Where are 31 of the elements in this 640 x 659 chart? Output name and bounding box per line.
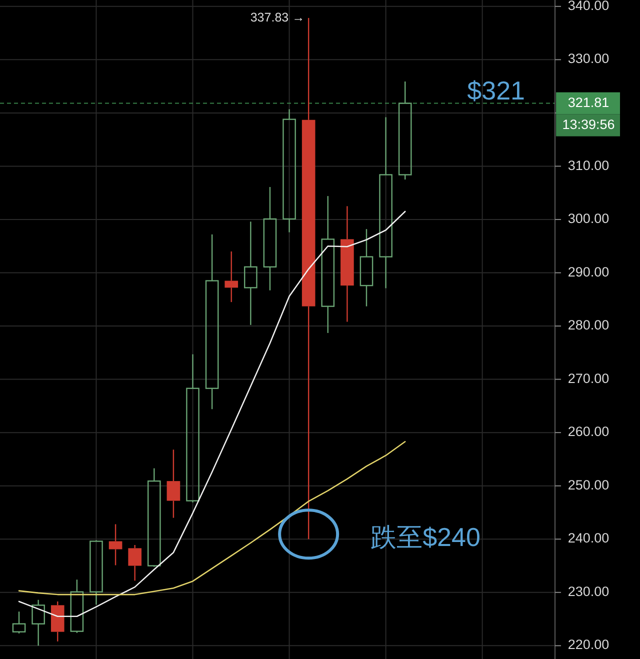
annotation: 跌至$240 bbox=[370, 522, 480, 552]
candlestick bbox=[321, 195, 335, 334]
candlestick bbox=[360, 228, 374, 307]
y-tick-label: 270.00 bbox=[568, 370, 610, 386]
candlestick bbox=[224, 250, 238, 303]
y-tick-label: 240.00 bbox=[568, 530, 610, 546]
candlestick bbox=[108, 524, 122, 566]
candlestick bbox=[244, 221, 258, 326]
y-tick-label: 340.00 bbox=[568, 0, 610, 13]
y-tick-label: 330.00 bbox=[568, 51, 610, 66]
y-tick-label: 230.00 bbox=[568, 584, 610, 599]
y-tick-label: 280.00 bbox=[568, 318, 610, 333]
candlestick bbox=[379, 116, 392, 289]
y-tick-label: 310.00 bbox=[568, 158, 610, 173]
y-tick-label: 290.00 bbox=[568, 264, 610, 280]
y-tick-label: 260.00 bbox=[568, 424, 610, 440]
annotation: 337.83 → bbox=[250, 10, 305, 24]
candlestick bbox=[166, 449, 180, 518]
text: 13:39:56 bbox=[562, 116, 615, 132]
candlestick bbox=[32, 599, 45, 646]
candlestick bbox=[263, 186, 277, 291]
ref-line-label: 321.81 bbox=[568, 94, 610, 110]
candlestick bbox=[340, 206, 354, 322]
candlestick bbox=[128, 544, 142, 582]
candlestick bbox=[302, 17, 316, 540]
candlestick bbox=[282, 108, 296, 233]
candlestick bbox=[205, 234, 219, 410]
y-tick-label: 300.00 bbox=[568, 211, 610, 226]
annotation: $321 bbox=[467, 75, 525, 106]
y-tick-label: 250.00 bbox=[568, 477, 610, 492]
y-tick-label: 220.00 bbox=[568, 637, 610, 652]
